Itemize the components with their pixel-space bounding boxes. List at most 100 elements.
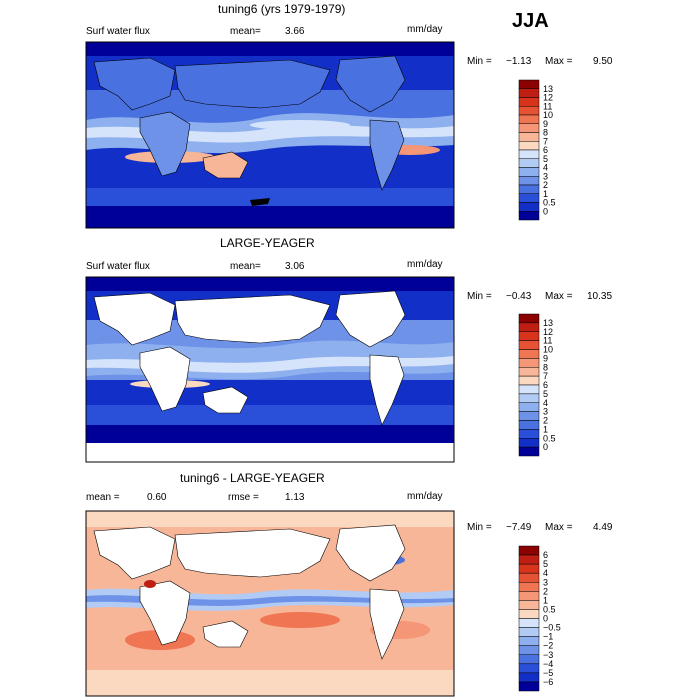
colorbar-swatch: [518, 331, 540, 341]
panel-2-title: LARGE-YEAGER: [220, 236, 315, 250]
colorbar-tick-label: 4: [543, 398, 548, 408]
map-panel-1: [86, 42, 454, 228]
colorbar-tick-label: 1: [543, 189, 548, 199]
panel-1-title: tuning6 (yrs 1979-1979): [218, 2, 346, 16]
colorbar-swatch: [518, 402, 540, 412]
colorbar-tick-label: 11: [543, 101, 552, 111]
colorbar-swatch: [518, 609, 540, 619]
colorbar-swatch: [518, 627, 540, 637]
panel-3-mean-value: 0.60: [147, 492, 167, 503]
colorbar-tick-label: 0.5: [543, 433, 556, 443]
season-label: JJA: [512, 10, 549, 32]
colorbar-swatch: [518, 167, 540, 177]
colorbar-tick-label: 4: [543, 568, 548, 578]
colorbar-swatch: [518, 393, 540, 403]
colorbar-swatch: [518, 114, 540, 124]
colorbar-tick-label: 1: [543, 595, 548, 605]
colorbar-tick-label: 9: [543, 353, 548, 363]
panel-1-max-label: Max =: [545, 56, 573, 67]
panel-2-min-value: −0.43: [506, 291, 532, 302]
colorbar-tick-label: 10: [543, 110, 553, 120]
colorbar-tick-label: 13: [543, 318, 553, 328]
colorbar-swatch: [518, 636, 540, 646]
colorbar-tick-label: 3: [543, 171, 548, 181]
colorbar-swatch: [518, 79, 540, 89]
panel-2-mean-value: 3.06: [285, 261, 305, 272]
colorbar-swatch: [518, 176, 540, 186]
panel-2-units: mm/day: [407, 259, 443, 270]
colorbar-tick-label: 2: [543, 416, 548, 426]
panel-3-mean-label: mean =: [86, 492, 120, 503]
colorbar-tick-label: 6: [543, 145, 548, 155]
colorbar-tick-label: −2: [543, 641, 553, 651]
panel-2-mean-label: mean=: [230, 261, 261, 272]
colorbar-tick-label: 0.5: [543, 198, 556, 208]
colorbar-swatch: [518, 106, 540, 116]
map-panel-2-frame: [85, 276, 455, 463]
colorbar-tick-label: 9: [543, 119, 548, 129]
panel-1-min-label: Min =: [467, 56, 492, 67]
panel-1-min-value: −1.13: [506, 56, 532, 67]
colorbar-tick-label: 6: [543, 380, 548, 390]
colorbar-tick-label: 5: [543, 559, 548, 569]
map-panel-2: [86, 277, 454, 462]
panel-1-units: mm/day: [407, 24, 443, 35]
colorbar-swatch: [518, 202, 540, 212]
colorbar-tick-label: 5: [543, 389, 548, 399]
colorbar-swatch: [518, 149, 540, 159]
colorbar-swatch: [518, 158, 540, 168]
colorbar-swatch: [518, 367, 540, 377]
colorbar-swatch: [518, 554, 540, 565]
panel-3-rmse-value: 1.13: [285, 492, 305, 503]
colorbar-tick-label: 0: [543, 442, 548, 452]
colorbar-tick-label: −5: [543, 668, 553, 678]
colorbar-tick-label: 10: [543, 345, 553, 355]
panel-3-min-label: Min =: [467, 522, 492, 533]
panel-2-field-label: Surf water flux: [86, 261, 150, 272]
colorbar-swatch: [518, 672, 540, 683]
colorbar-swatch: [518, 438, 540, 448]
colorbar-tick-label: −4: [543, 659, 553, 669]
colorbar-tick-label: −6: [543, 677, 553, 687]
colorbar-swatch: [518, 563, 540, 574]
panel-1-max-value: 9.50: [593, 56, 613, 67]
colorbar-tick-label: 12: [543, 93, 553, 103]
panel-1-mean-value: 3.66: [285, 26, 305, 37]
colorbar-tick-label: 12: [543, 327, 553, 337]
colorbar-tick-label: 3: [543, 577, 548, 587]
colorbar-swatch: [518, 358, 540, 368]
panel-3-units: mm/day: [407, 491, 443, 502]
colorbar-swatch: [518, 384, 540, 395]
colorbar-swatch: [518, 663, 540, 674]
colorbar-tick-label: 3: [543, 407, 548, 417]
colorbar-swatch: [518, 340, 540, 350]
colorbar-swatch: [518, 123, 540, 133]
panel-1-field-label: Surf water flux: [86, 26, 150, 37]
colorbar-swatch: [518, 681, 540, 692]
colorbar-swatch: [518, 572, 540, 583]
panel-3-rmse-label: rmse =: [228, 492, 259, 503]
colorbar-swatch: [518, 97, 540, 107]
colorbar-swatch: [518, 582, 540, 592]
colorbar-swatch: [518, 600, 540, 610]
colorbar-tick-label: 7: [543, 136, 548, 146]
colorbar-tick-label: 6: [543, 550, 548, 560]
colorbar-tick-label: 0: [543, 614, 548, 624]
panel-2-max-label: Max =: [545, 291, 573, 302]
colorbar-swatch: [518, 132, 540, 142]
colorbar-swatch: [518, 141, 540, 151]
colorbar-tick-label: 4: [543, 163, 548, 173]
colorbar-tick-label: 2: [543, 586, 548, 596]
colorbar-swatch: [518, 420, 540, 430]
colorbar-swatch: [518, 322, 540, 332]
colorbar-swatch: [518, 654, 540, 665]
colorbar-tick-label: 8: [543, 362, 548, 372]
colorbar-swatch: [518, 446, 540, 457]
panel-3-max-value: 4.49: [593, 522, 613, 533]
colorbar-swatch: [518, 591, 540, 601]
colorbar-swatch: [518, 618, 540, 628]
colorbar-tick-label: 0.5: [543, 604, 556, 614]
colorbar-tick-label: −3: [543, 650, 553, 660]
colorbar-swatch: [518, 645, 540, 655]
